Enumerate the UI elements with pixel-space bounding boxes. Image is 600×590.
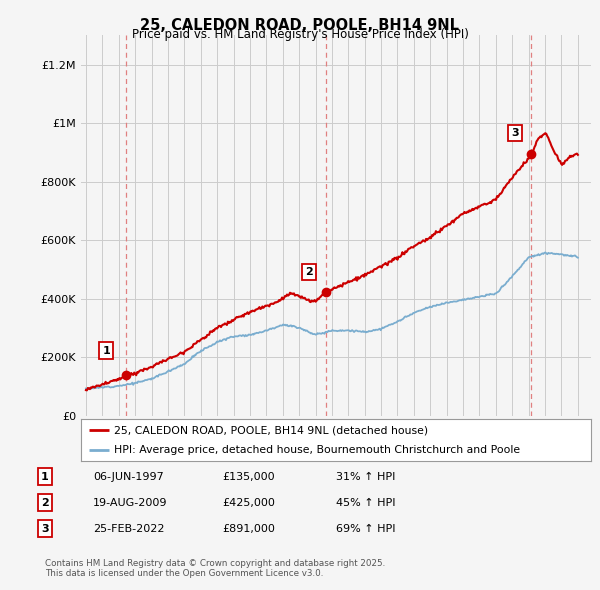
Text: £425,000: £425,000 [222,498,275,507]
Text: 2: 2 [305,267,313,277]
Text: Contains HM Land Registry data © Crown copyright and database right 2025.: Contains HM Land Registry data © Crown c… [45,559,385,568]
Text: 45% ↑ HPI: 45% ↑ HPI [336,498,395,507]
Text: 06-JUN-1997: 06-JUN-1997 [93,472,164,481]
Text: 25-FEB-2022: 25-FEB-2022 [93,524,164,533]
Text: HPI: Average price, detached house, Bournemouth Christchurch and Poole: HPI: Average price, detached house, Bour… [114,445,520,455]
Text: 25, CALEDON ROAD, POOLE, BH14 9NL: 25, CALEDON ROAD, POOLE, BH14 9NL [140,18,460,32]
Text: £891,000: £891,000 [222,524,275,533]
Text: Price paid vs. HM Land Registry's House Price Index (HPI): Price paid vs. HM Land Registry's House … [131,28,469,41]
Text: 69% ↑ HPI: 69% ↑ HPI [336,524,395,533]
Text: 31% ↑ HPI: 31% ↑ HPI [336,472,395,481]
Text: 25, CALEDON ROAD, POOLE, BH14 9NL (detached house): 25, CALEDON ROAD, POOLE, BH14 9NL (detac… [114,425,428,435]
Text: 1: 1 [41,472,49,481]
Text: £135,000: £135,000 [222,472,275,481]
Text: 19-AUG-2009: 19-AUG-2009 [93,498,167,507]
Text: 1: 1 [102,346,110,356]
Text: 3: 3 [511,128,518,138]
Text: 3: 3 [41,524,49,533]
Text: This data is licensed under the Open Government Licence v3.0.: This data is licensed under the Open Gov… [45,569,323,578]
Text: 2: 2 [41,498,49,507]
